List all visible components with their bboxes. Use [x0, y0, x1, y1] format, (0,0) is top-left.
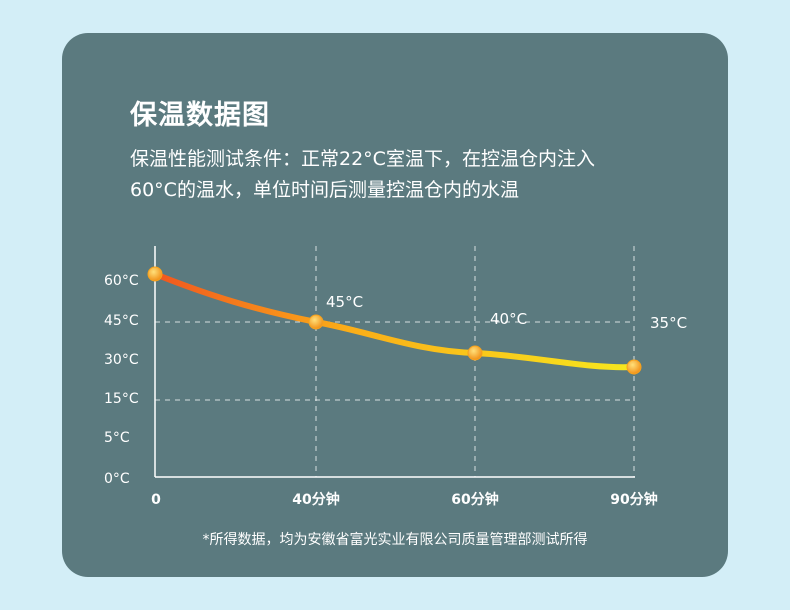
data-label: 45°C: [326, 293, 363, 311]
chart-card: [62, 33, 728, 577]
y-tick-label: 60°C: [104, 273, 139, 289]
y-tick-label: 5°C: [104, 430, 130, 446]
temperature-curve: [152, 271, 637, 371]
x-tick-label: 60分钟: [451, 491, 498, 508]
y-tick-label: 30°C: [104, 352, 139, 368]
y-tick-label: 0°C: [104, 471, 130, 487]
data-point: [147, 266, 163, 282]
footnote: *所得数据，均为安徽省富光实业有限公司质量管理部测试所得: [202, 532, 588, 548]
test-condition-line-2: 60°C的温水，单位时间后测量控温仓内的水温: [130, 179, 519, 201]
data-point: [308, 314, 324, 330]
y-tick-label: 15°C: [104, 391, 139, 407]
test-condition-text: 保温性能测试条件：正常22°C室温下，在控温仓内注入 60°C的温水，单位时间后…: [130, 144, 670, 206]
x-tick-label: 40分钟: [292, 491, 339, 508]
data-point: [626, 359, 642, 375]
data-point: [467, 345, 483, 361]
x-tick-label: 0: [151, 492, 161, 508]
x-tick-label: 90分钟: [610, 491, 657, 508]
data-label: 40°C: [490, 310, 527, 328]
page-title: 保温数据图: [130, 100, 270, 131]
test-condition-line-1: 保温性能测试条件：正常22°C室温下，在控温仓内注入: [130, 148, 595, 170]
y-tick-label: 45°C: [104, 313, 139, 329]
data-label: 35°C: [650, 314, 687, 332]
